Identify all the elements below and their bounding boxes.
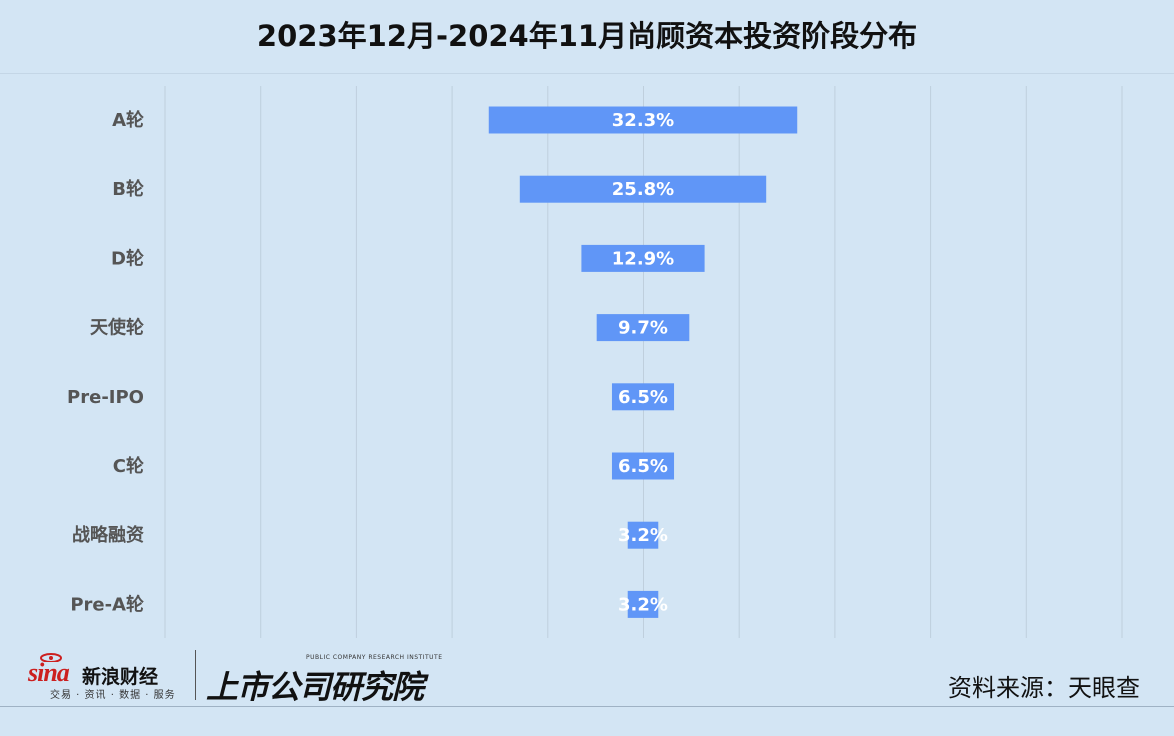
sina-finance-logo: sina 新浪财经 交易 · 资讯 · 数据 · 服务 <box>28 650 188 701</box>
institute-chinese-name: 上市公司研究院 <box>206 668 424 706</box>
category-label: Pre-IPO <box>67 387 144 408</box>
bar-value-label: 3.2% <box>618 594 668 615</box>
category-label: D轮 <box>111 247 144 269</box>
bar-value-label: 32.3% <box>612 110 674 131</box>
bar <box>627 590 659 618</box>
footer-divider <box>0 706 1174 707</box>
title-divider <box>0 73 1174 74</box>
institute-english-name: PUBLIC COMPANY RESEARCH INSTITUTE <box>306 654 443 661</box>
category-label: A轮 <box>112 109 144 131</box>
bar <box>596 314 690 342</box>
data-source-note: 资料来源：天眼查 <box>948 674 1140 702</box>
bar <box>519 175 767 203</box>
research-institute-logo: PUBLIC COMPANY RESEARCH INSTITUTE 上市公司研究… <box>206 652 442 706</box>
sina-eye-icon <box>40 653 62 662</box>
category-label: Pre-A轮 <box>70 593 144 615</box>
gridlines <box>164 86 1123 638</box>
bar-value-label: 25.8% <box>612 179 674 200</box>
bar-value-label: 6.5% <box>618 456 668 477</box>
value-labels: 32.3% 25.8% 12.9% 9.7% 6.5% 6.5% 3.2% 3.2% <box>612 110 674 615</box>
bar-value-label: 3.2% <box>618 525 668 546</box>
bar-value-label: 9.7% <box>618 318 668 339</box>
bar <box>611 383 675 411</box>
bar <box>581 244 705 272</box>
category-label: B轮 <box>112 178 144 200</box>
sina-logo-word: sina <box>28 658 70 687</box>
bar <box>611 452 675 480</box>
chart-title: 2023年12月-2024年11月尚顾资本投资阶段分布 <box>256 19 918 53</box>
bar-value-label: 6.5% <box>618 387 668 408</box>
bar <box>488 106 798 134</box>
category-label: 天使轮 <box>90 317 144 339</box>
sina-brand-tagline: 交易 · 资讯 · 数据 · 服务 <box>50 690 176 701</box>
bar <box>627 521 659 549</box>
logo-divider <box>195 650 196 700</box>
bars <box>488 106 798 618</box>
category-label: C轮 <box>113 455 144 477</box>
category-label: 战略融资 <box>72 524 144 546</box>
sina-brand-name: 新浪财经 <box>82 666 159 688</box>
bar-value-label: 12.9% <box>612 248 674 269</box>
